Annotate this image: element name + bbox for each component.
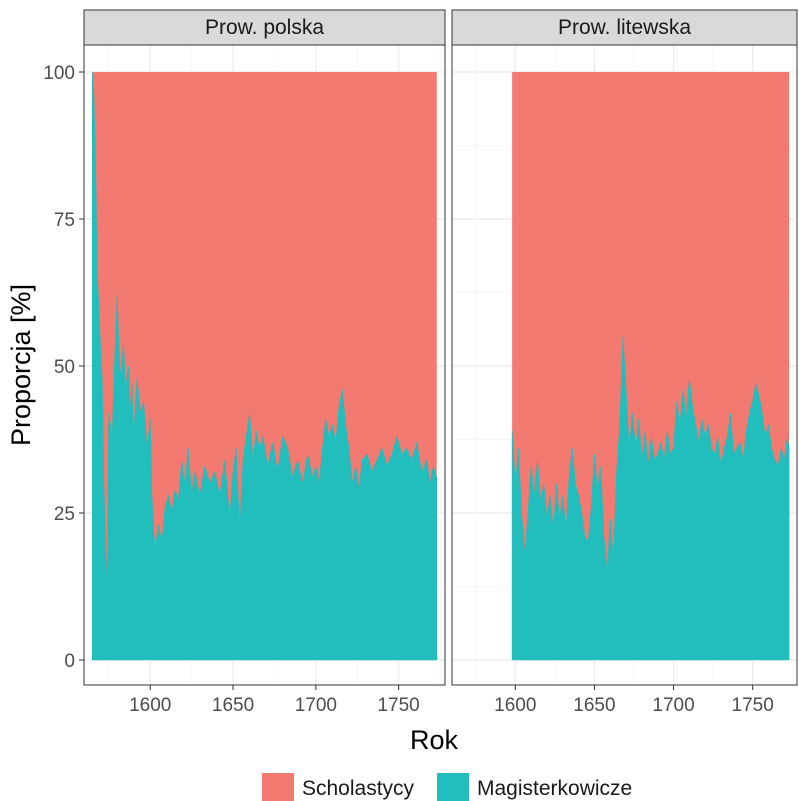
x-tick-label: 1700 bbox=[652, 695, 694, 716]
x-axis-title: Rok bbox=[410, 725, 459, 755]
y-tick-label: 100 bbox=[43, 63, 75, 84]
panel-strip bbox=[451, 9, 798, 46]
panel-1: Prow. polska 1600 1650 1700 1750 bbox=[83, 9, 446, 716]
legend-swatch-scholastycy bbox=[262, 773, 294, 801]
series-magisterkowicze-area bbox=[511, 336, 790, 661]
panel-strip-label: Prow. litewska bbox=[558, 16, 691, 39]
y-tick-label: 50 bbox=[54, 357, 75, 378]
x-tick-label: 1600 bbox=[129, 695, 171, 716]
y-tick-label: 75 bbox=[54, 210, 75, 231]
x-tick-label: 1650 bbox=[573, 695, 615, 716]
legend-label: Scholastycy bbox=[302, 777, 415, 800]
legend-swatch-magisterkowicze bbox=[437, 773, 469, 801]
y-tick-label: 25 bbox=[54, 504, 75, 525]
x-tick-label: 1600 bbox=[494, 695, 536, 716]
legend-label: Magisterkowicze bbox=[477, 777, 632, 800]
panel-border bbox=[451, 44, 798, 686]
panel-2: Prow. litewska 1600 1650 1700 1750 bbox=[451, 9, 798, 716]
x-tick-label: 1700 bbox=[295, 695, 337, 716]
series-magisterkowicze-area bbox=[92, 71, 437, 661]
panel-strip bbox=[83, 9, 446, 46]
y-axis-title: Proporcja [%] bbox=[6, 284, 36, 446]
x-tick-label: 1650 bbox=[212, 695, 254, 716]
panel-border bbox=[83, 44, 446, 686]
y-axis: 0 25 50 75 100 bbox=[43, 63, 84, 672]
x-tick-label: 1750 bbox=[377, 695, 419, 716]
y-tick-label: 0 bbox=[64, 651, 75, 672]
x-tick-label: 1750 bbox=[732, 695, 774, 716]
legend: Scholastycy Magisterkowicze bbox=[262, 773, 632, 801]
panel-strip-label: Prow. polska bbox=[205, 16, 324, 39]
